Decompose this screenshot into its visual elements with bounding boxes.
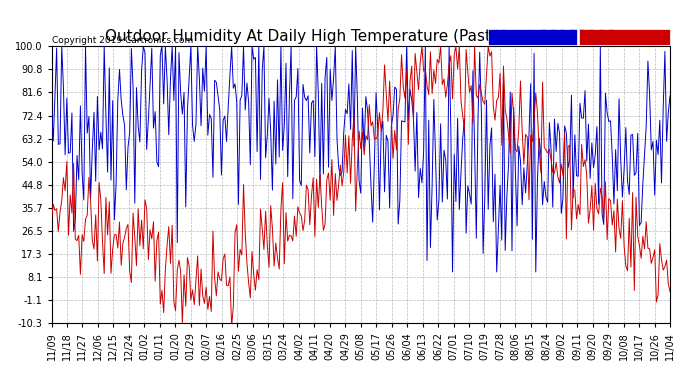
FancyBboxPatch shape (579, 29, 670, 45)
Title: Outdoor Humidity At Daily High Temperature (Past Year) 20191109: Outdoor Humidity At Daily High Temperatu… (105, 29, 616, 44)
Text: Copyright 2019 Cartronics.com: Copyright 2019 Cartronics.com (52, 36, 193, 45)
Text: Humidity (%): Humidity (%) (499, 32, 566, 41)
Text: Temp (°F): Temp (°F) (600, 32, 649, 41)
FancyBboxPatch shape (488, 29, 578, 45)
